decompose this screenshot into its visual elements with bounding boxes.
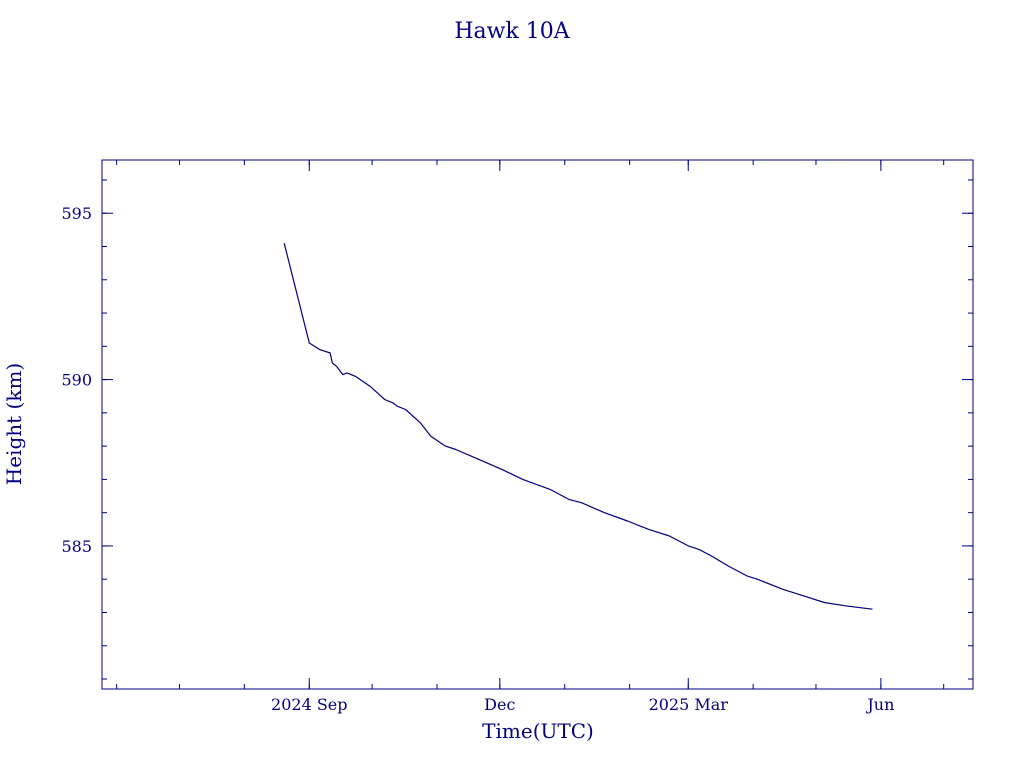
y-axis-title: Height (km) xyxy=(2,363,26,485)
x-tick-label: Dec xyxy=(484,695,515,714)
y-minor-ticks xyxy=(102,179,973,680)
y-tick-labels: 585 590 595 xyxy=(61,204,92,556)
x-axis-title: Time(UTC) xyxy=(482,719,594,743)
y-tick-label: 595 xyxy=(61,204,92,223)
plot-area xyxy=(101,159,974,690)
x-tick-label: 2024 Sep xyxy=(271,695,347,714)
x-tick-label: Jun xyxy=(865,695,894,714)
x-tick-label: 2025 Mar xyxy=(649,695,729,714)
y-tick-label: 590 xyxy=(61,371,92,390)
x-minor-ticks xyxy=(116,160,945,689)
plot-frame xyxy=(101,159,974,690)
y-major-ticks xyxy=(102,212,973,547)
x-major-ticks xyxy=(308,160,882,689)
x-tick-labels: 2024 Sep Dec 2025 Mar Jun xyxy=(271,695,894,714)
series-line xyxy=(283,243,873,610)
chart-title: Hawk 10A xyxy=(454,19,570,44)
y-tick-label: 585 xyxy=(61,537,92,556)
